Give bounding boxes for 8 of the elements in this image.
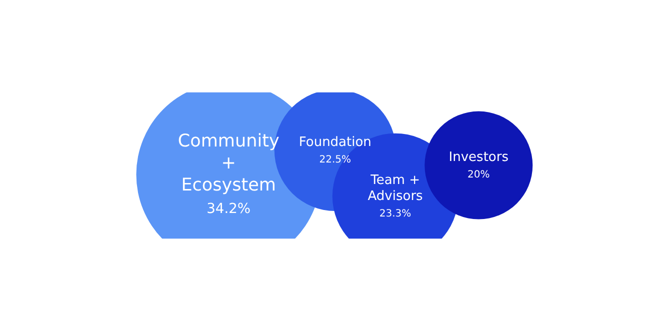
category-label: Foundation [298,135,372,150]
data-label: 23.3% [379,208,412,220]
data-label: 20% [468,170,490,181]
data-label: 22.5% [319,154,352,166]
data-label: 34.2% [206,200,251,217]
category-label: Investors [448,150,509,166]
category-label: Community + Ecosystem [178,132,280,196]
category-label: Team + Advisors [368,172,424,204]
